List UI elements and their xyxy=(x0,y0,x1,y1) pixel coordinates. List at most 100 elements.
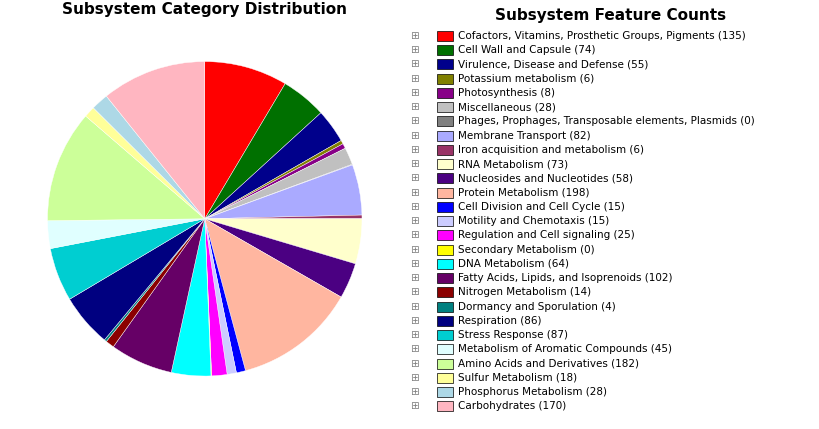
FancyBboxPatch shape xyxy=(437,373,453,383)
FancyBboxPatch shape xyxy=(437,88,453,98)
Text: Carbohydrates (170): Carbohydrates (170) xyxy=(458,401,566,411)
FancyBboxPatch shape xyxy=(437,216,453,226)
Text: ⊞: ⊞ xyxy=(410,73,419,84)
Wedge shape xyxy=(205,148,352,219)
Text: ⊞: ⊞ xyxy=(410,202,419,212)
Text: Miscellaneous (28): Miscellaneous (28) xyxy=(458,102,555,112)
Text: ⊞: ⊞ xyxy=(410,245,419,254)
Text: ⊞: ⊞ xyxy=(410,316,419,326)
Text: ⊞: ⊞ xyxy=(410,88,419,98)
Wedge shape xyxy=(205,165,362,219)
FancyBboxPatch shape xyxy=(437,145,453,155)
FancyBboxPatch shape xyxy=(437,74,453,84)
Wedge shape xyxy=(86,108,205,219)
Wedge shape xyxy=(205,141,343,219)
Wedge shape xyxy=(106,61,205,219)
FancyBboxPatch shape xyxy=(437,359,453,369)
FancyBboxPatch shape xyxy=(437,316,453,326)
Text: Regulation and Cell signaling (25): Regulation and Cell signaling (25) xyxy=(458,230,635,240)
Wedge shape xyxy=(205,219,342,371)
Wedge shape xyxy=(205,219,211,376)
Text: ⊞: ⊞ xyxy=(410,287,419,297)
Text: ⊞: ⊞ xyxy=(410,273,419,283)
Text: ⊞: ⊞ xyxy=(410,59,419,69)
Text: ⊞: ⊞ xyxy=(410,230,419,240)
Wedge shape xyxy=(205,219,237,375)
Text: ⊞: ⊞ xyxy=(410,216,419,226)
FancyBboxPatch shape xyxy=(437,31,453,41)
Wedge shape xyxy=(50,219,205,299)
Text: Virulence, Disease and Defense (55): Virulence, Disease and Defense (55) xyxy=(458,59,648,69)
Text: ⊞: ⊞ xyxy=(410,130,419,141)
Text: ⊞: ⊞ xyxy=(410,102,419,112)
Wedge shape xyxy=(171,219,211,376)
FancyBboxPatch shape xyxy=(437,130,453,141)
FancyBboxPatch shape xyxy=(437,230,453,240)
Text: ⊞: ⊞ xyxy=(410,45,419,55)
Wedge shape xyxy=(205,219,362,264)
FancyBboxPatch shape xyxy=(437,159,453,169)
Text: Metabolism of Aromatic Compounds (45): Metabolism of Aromatic Compounds (45) xyxy=(458,344,672,354)
Text: Cell Wall and Capsule (74): Cell Wall and Capsule (74) xyxy=(458,45,595,55)
Text: DNA Metabolism (64): DNA Metabolism (64) xyxy=(458,259,568,269)
FancyBboxPatch shape xyxy=(437,245,453,254)
Text: ⊞: ⊞ xyxy=(410,330,419,340)
Text: ⊞: ⊞ xyxy=(410,173,419,183)
Wedge shape xyxy=(48,219,205,249)
Text: ⊞: ⊞ xyxy=(410,359,419,369)
Text: Iron acquisition and metabolism (6): Iron acquisition and metabolism (6) xyxy=(458,145,644,155)
Text: Potassium metabolism (6): Potassium metabolism (6) xyxy=(458,73,594,84)
FancyBboxPatch shape xyxy=(437,344,453,354)
Text: Protein Metabolism (198): Protein Metabolism (198) xyxy=(458,187,589,197)
Text: Fatty Acids, Lipids, and Isoprenoids (102): Fatty Acids, Lipids, and Isoprenoids (10… xyxy=(458,273,672,283)
FancyBboxPatch shape xyxy=(437,259,453,269)
Text: Dormancy and Sporulation (4): Dormancy and Sporulation (4) xyxy=(458,302,615,311)
FancyBboxPatch shape xyxy=(437,102,453,112)
FancyBboxPatch shape xyxy=(437,202,453,212)
Text: Stress Response (87): Stress Response (87) xyxy=(458,330,568,340)
Text: Amino Acids and Derivatives (182): Amino Acids and Derivatives (182) xyxy=(458,359,639,369)
Wedge shape xyxy=(104,219,205,341)
Wedge shape xyxy=(205,144,346,219)
Text: ⊞: ⊞ xyxy=(410,187,419,197)
Wedge shape xyxy=(106,219,205,347)
Text: ⊞: ⊞ xyxy=(410,145,419,155)
Wedge shape xyxy=(205,219,227,376)
Text: RNA Metabolism (73): RNA Metabolism (73) xyxy=(458,159,568,169)
FancyBboxPatch shape xyxy=(437,401,453,411)
Title: Subsystem Category Distribution: Subsystem Category Distribution xyxy=(62,2,347,17)
FancyBboxPatch shape xyxy=(437,45,453,55)
Wedge shape xyxy=(70,219,205,340)
FancyBboxPatch shape xyxy=(437,287,453,297)
Text: Respiration (86): Respiration (86) xyxy=(458,316,541,326)
Text: Nucleosides and Nucleotides (58): Nucleosides and Nucleotides (58) xyxy=(458,173,633,183)
Text: Cell Division and Cell Cycle (15): Cell Division and Cell Cycle (15) xyxy=(458,202,625,212)
FancyBboxPatch shape xyxy=(437,59,453,69)
Wedge shape xyxy=(93,96,205,219)
Text: ⊞: ⊞ xyxy=(410,259,419,269)
Wedge shape xyxy=(205,164,352,219)
Wedge shape xyxy=(205,84,321,219)
Wedge shape xyxy=(205,219,355,297)
FancyBboxPatch shape xyxy=(437,187,453,197)
Text: Nitrogen Metabolism (14): Nitrogen Metabolism (14) xyxy=(458,287,590,297)
Text: ⊞: ⊞ xyxy=(410,302,419,311)
Wedge shape xyxy=(205,219,246,373)
Text: Phosphorus Metabolism (28): Phosphorus Metabolism (28) xyxy=(458,387,607,397)
FancyBboxPatch shape xyxy=(437,387,453,397)
FancyBboxPatch shape xyxy=(437,173,453,183)
FancyBboxPatch shape xyxy=(437,116,453,126)
Text: Membrane Transport (82): Membrane Transport (82) xyxy=(458,130,590,141)
Text: ⊞: ⊞ xyxy=(410,159,419,169)
Text: Phages, Prophages, Transposable elements, Plasmids (0): Phages, Prophages, Transposable elements… xyxy=(458,116,754,126)
Text: ⊞: ⊞ xyxy=(410,31,419,41)
Wedge shape xyxy=(205,113,342,219)
FancyBboxPatch shape xyxy=(437,330,453,340)
Text: Motility and Chemotaxis (15): Motility and Chemotaxis (15) xyxy=(458,216,609,226)
Text: ⊞: ⊞ xyxy=(410,344,419,354)
Wedge shape xyxy=(48,116,205,221)
Wedge shape xyxy=(205,215,362,219)
Wedge shape xyxy=(205,61,285,219)
Text: Subsystem Feature Counts: Subsystem Feature Counts xyxy=(495,9,726,24)
Text: Sulfur Metabolism (18): Sulfur Metabolism (18) xyxy=(458,373,577,383)
